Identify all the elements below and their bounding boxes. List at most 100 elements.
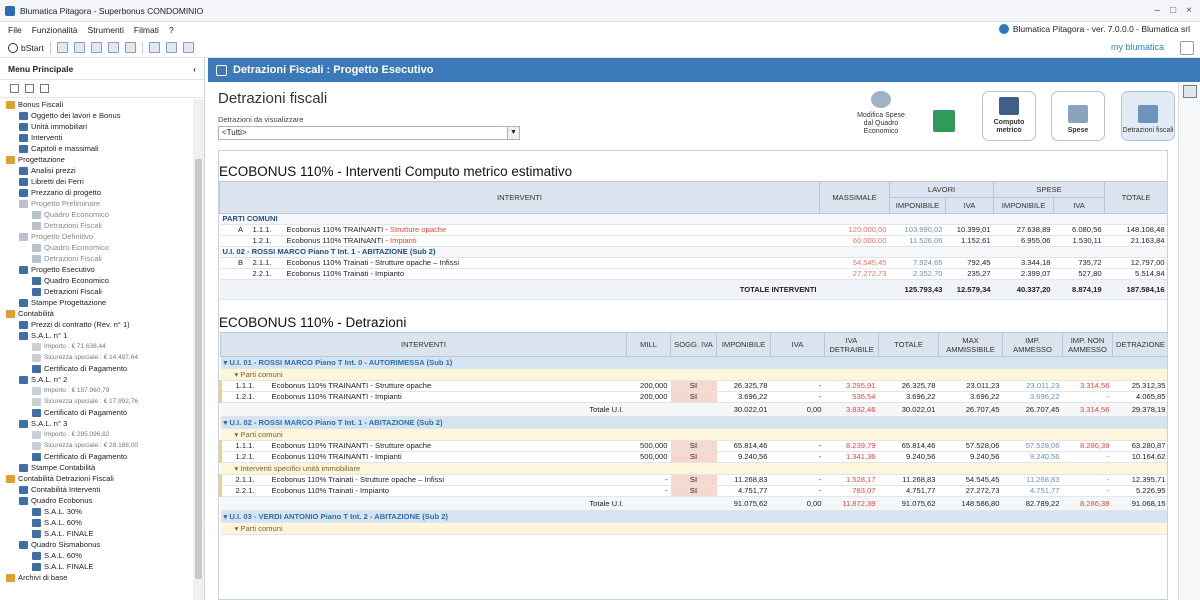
- new-file-icon[interactable]: [56, 42, 68, 53]
- sidebar-item[interactable]: S.A.L. FINALE: [0, 528, 193, 539]
- sidebar-item[interactable]: Sicurezza speciale : € 14.497,64: [0, 352, 193, 363]
- back-arrow-icon[interactable]: [148, 42, 160, 53]
- home-icon[interactable]: [165, 42, 177, 53]
- detrazioni-fiscali-button[interactable]: Detrazioni fiscali: [1121, 91, 1175, 141]
- sidebar-item[interactable]: Sicurezza speciale : € 17.992,76: [0, 396, 193, 407]
- sidebar-item[interactable]: Detrazioni Fiscali: [0, 220, 193, 231]
- table-row[interactable]: 1.2.1. Ecobonus 110% TRAINANTI - Impianti…: [219, 235, 1167, 247]
- unit-row[interactable]: ▾ U.I. 01 - ROSSI MARCO Piano T Int. 0 -…: [220, 356, 1167, 369]
- sidebar-item[interactable]: Importo : € 71.638,44: [0, 341, 193, 352]
- sidebar-item[interactable]: Unità immobiliari: [0, 121, 193, 132]
- save-icon[interactable]: [90, 42, 102, 53]
- sidebar-item[interactable]: Detrazioni Fiscali: [0, 253, 193, 264]
- sidebar-item[interactable]: Contabilità Detrazioni Fiscali: [0, 473, 193, 484]
- group-row[interactable]: PARTI COMUNI: [219, 213, 1167, 225]
- sidebar-item[interactable]: Contabilità: [0, 308, 193, 319]
- expand-all-icon[interactable]: [25, 84, 34, 93]
- sidebar-item[interactable]: Prezzario di progetto: [0, 187, 193, 198]
- grid-menu-icon[interactable]: [1180, 41, 1194, 55]
- panel-toggle-icon[interactable]: [1183, 85, 1197, 98]
- sidebar-item[interactable]: S.A.L. FINALE: [0, 561, 193, 572]
- group-row[interactable]: U.I. 02 - ROSSI MARCO Piano T Int. 1 - A…: [219, 246, 1167, 258]
- table-row[interactable]: 1.2.1. Ecobonus 110% TRAINANTI - Impianti…: [219, 451, 1167, 463]
- menu-help[interactable]: ?: [168, 25, 174, 35]
- sidebar-item[interactable]: Interventi: [0, 132, 193, 143]
- sidebar-item[interactable]: Importo : € 157.960,79: [0, 385, 193, 396]
- table-row[interactable]: 1.2.1. Ecobonus 110% TRAINANTI - Impianti…: [219, 391, 1167, 403]
- collapse-sidebar-button[interactable]: ‹: [193, 63, 196, 74]
- sidebar-item[interactable]: Progettazione: [0, 154, 193, 165]
- chevron-down-icon[interactable]: ▾: [234, 429, 241, 439]
- minimize-button[interactable]: –: [1154, 5, 1161, 16]
- open-folder-icon[interactable]: [73, 42, 85, 53]
- table-row[interactable]: B 2.1.1. Ecobonus 110% Trainati - Struttur…: [219, 257, 1167, 269]
- filter-select[interactable]: <Tutti> ▼: [218, 126, 520, 140]
- sidebar-item[interactable]: Detrazioni Fiscali: [0, 286, 193, 297]
- table-row[interactable]: A 1.1.1. Ecobonus 110% TRAINANTI - Struttu…: [219, 224, 1167, 236]
- collapse-all-icon[interactable]: [40, 84, 49, 93]
- sidebar-item[interactable]: Stampe Progettazione: [0, 297, 193, 308]
- chevron-down-icon[interactable]: ▼: [507, 127, 519, 139]
- table-row[interactable]: 2.2.1. Ecobonus 110% Trainati - Impianto -…: [219, 485, 1167, 497]
- sidebar-item[interactable]: S.A.L. 60%: [0, 517, 193, 528]
- sidebar-item[interactable]: Capitoli e massimali: [0, 143, 193, 154]
- part-row[interactable]: ▾ Parti comuni: [220, 428, 1167, 441]
- bstart-button[interactable]: bStart: [8, 42, 44, 53]
- sidebar-item[interactable]: Contabilità Interventi: [0, 484, 193, 495]
- sidebar-item[interactable]: Oggetto dei lavori e Bonus: [0, 110, 193, 121]
- sidebar-item[interactable]: Quadro Ecobonus: [0, 495, 193, 506]
- sidebar-item[interactable]: Progetto Esecutivo: [0, 264, 193, 275]
- menu-filmati[interactable]: Filmati: [133, 25, 159, 35]
- refresh-icon[interactable]: [10, 84, 19, 93]
- computo-metrico-button[interactable]: Computo metrico: [982, 91, 1036, 141]
- table-row[interactable]: 1.1.1. Ecobonus 110% TRAINANTI - Struttur…: [219, 380, 1167, 392]
- part-row[interactable]: ▾ Parti comuni: [220, 368, 1167, 381]
- sidebar-item[interactable]: Quadro Economico: [0, 209, 193, 220]
- close-button[interactable]: ×: [1186, 5, 1192, 16]
- sidebar-item[interactable]: Archivi di base: [0, 572, 193, 583]
- modifica-spese-button[interactable]: Modifica Spese dal Quadro Economico: [854, 91, 908, 141]
- forward-arrow-icon[interactable]: [182, 42, 194, 53]
- sidebar-scrollbar[interactable]: [193, 99, 204, 600]
- sidebar-item[interactable]: Certificato di Pagamento: [0, 407, 193, 418]
- export-icon[interactable]: [124, 42, 136, 53]
- unit-row[interactable]: ▾ U.I. 02 - ROSSI MARCO Piano T Int. 1 -…: [220, 416, 1167, 429]
- menu-funzionalita[interactable]: Funzionalità: [31, 25, 78, 35]
- maximize-button[interactable]: □: [1170, 5, 1177, 16]
- scrollbar-thumb[interactable]: [195, 159, 202, 579]
- part-row[interactable]: ▾ Parti comuni: [220, 522, 1167, 535]
- chevron-down-icon[interactable]: ▾: [223, 511, 230, 521]
- sidebar-item[interactable]: Quadro Economico: [0, 242, 193, 253]
- sidebar-item[interactable]: Progetto Preliminare: [0, 198, 193, 209]
- sidebar-item[interactable]: Libretti dei Ferri: [0, 176, 193, 187]
- excel-export-button[interactable]: [926, 91, 962, 141]
- sidebar-item[interactable]: Certificato di Pagamento: [0, 451, 193, 462]
- table-row[interactable]: 2.2.1. Ecobonus 110% Trainati - Impianto 2…: [219, 268, 1167, 280]
- sidebar-item[interactable]: Prezzi di contratto (Rev. n° 1): [0, 319, 193, 330]
- chevron-down-icon[interactable]: ▾: [223, 417, 230, 427]
- sidebar-item[interactable]: Analisi prezzi: [0, 165, 193, 176]
- sidebar-item[interactable]: S.A.L. n° 3: [0, 418, 193, 429]
- table-row[interactable]: 1.1.1. Ecobonus 110% TRAINANTI - Struttur…: [219, 440, 1167, 452]
- part-row[interactable]: ▾ Interventi specifici unità immobiliare: [220, 462, 1167, 475]
- sidebar-item[interactable]: Importo : € 295.096,82: [0, 429, 193, 440]
- unit-row[interactable]: ▾ U.I. 03 - VERDI ANTONIO Piano T Int. 2…: [220, 510, 1167, 523]
- sidebar-item[interactable]: Progetto Definitivo: [0, 231, 193, 242]
- save-all-icon[interactable]: [107, 42, 119, 53]
- chevron-down-icon[interactable]: ▾: [223, 357, 230, 367]
- chevron-down-icon[interactable]: ▾: [234, 369, 241, 379]
- sidebar-item[interactable]: S.A.L. n° 2: [0, 374, 193, 385]
- menu-file[interactable]: File: [8, 25, 22, 35]
- spese-button[interactable]: Spese: [1051, 91, 1105, 141]
- sidebar-item[interactable]: Sicurezza speciale : € 28.188,00: [0, 440, 193, 451]
- sidebar-item[interactable]: Certificato di Pagamento: [0, 363, 193, 374]
- sidebar-item[interactable]: Quadro Economico: [0, 275, 193, 286]
- menu-strumenti[interactable]: Strumenti: [87, 25, 124, 35]
- chevron-down-icon[interactable]: ▾: [234, 523, 241, 533]
- myblumatica-brand[interactable]: my blumatica: [1111, 42, 1164, 52]
- sidebar-item[interactable]: Bonus Fiscali: [0, 99, 193, 110]
- table-row[interactable]: 2.1.1. Ecobonus 110% Trainati - Strutture…: [219, 474, 1167, 486]
- sidebar-item[interactable]: S.A.L. 60%: [0, 550, 193, 561]
- sidebar-item[interactable]: S.A.L. n° 1: [0, 330, 193, 341]
- chevron-down-icon[interactable]: ▾: [234, 463, 241, 473]
